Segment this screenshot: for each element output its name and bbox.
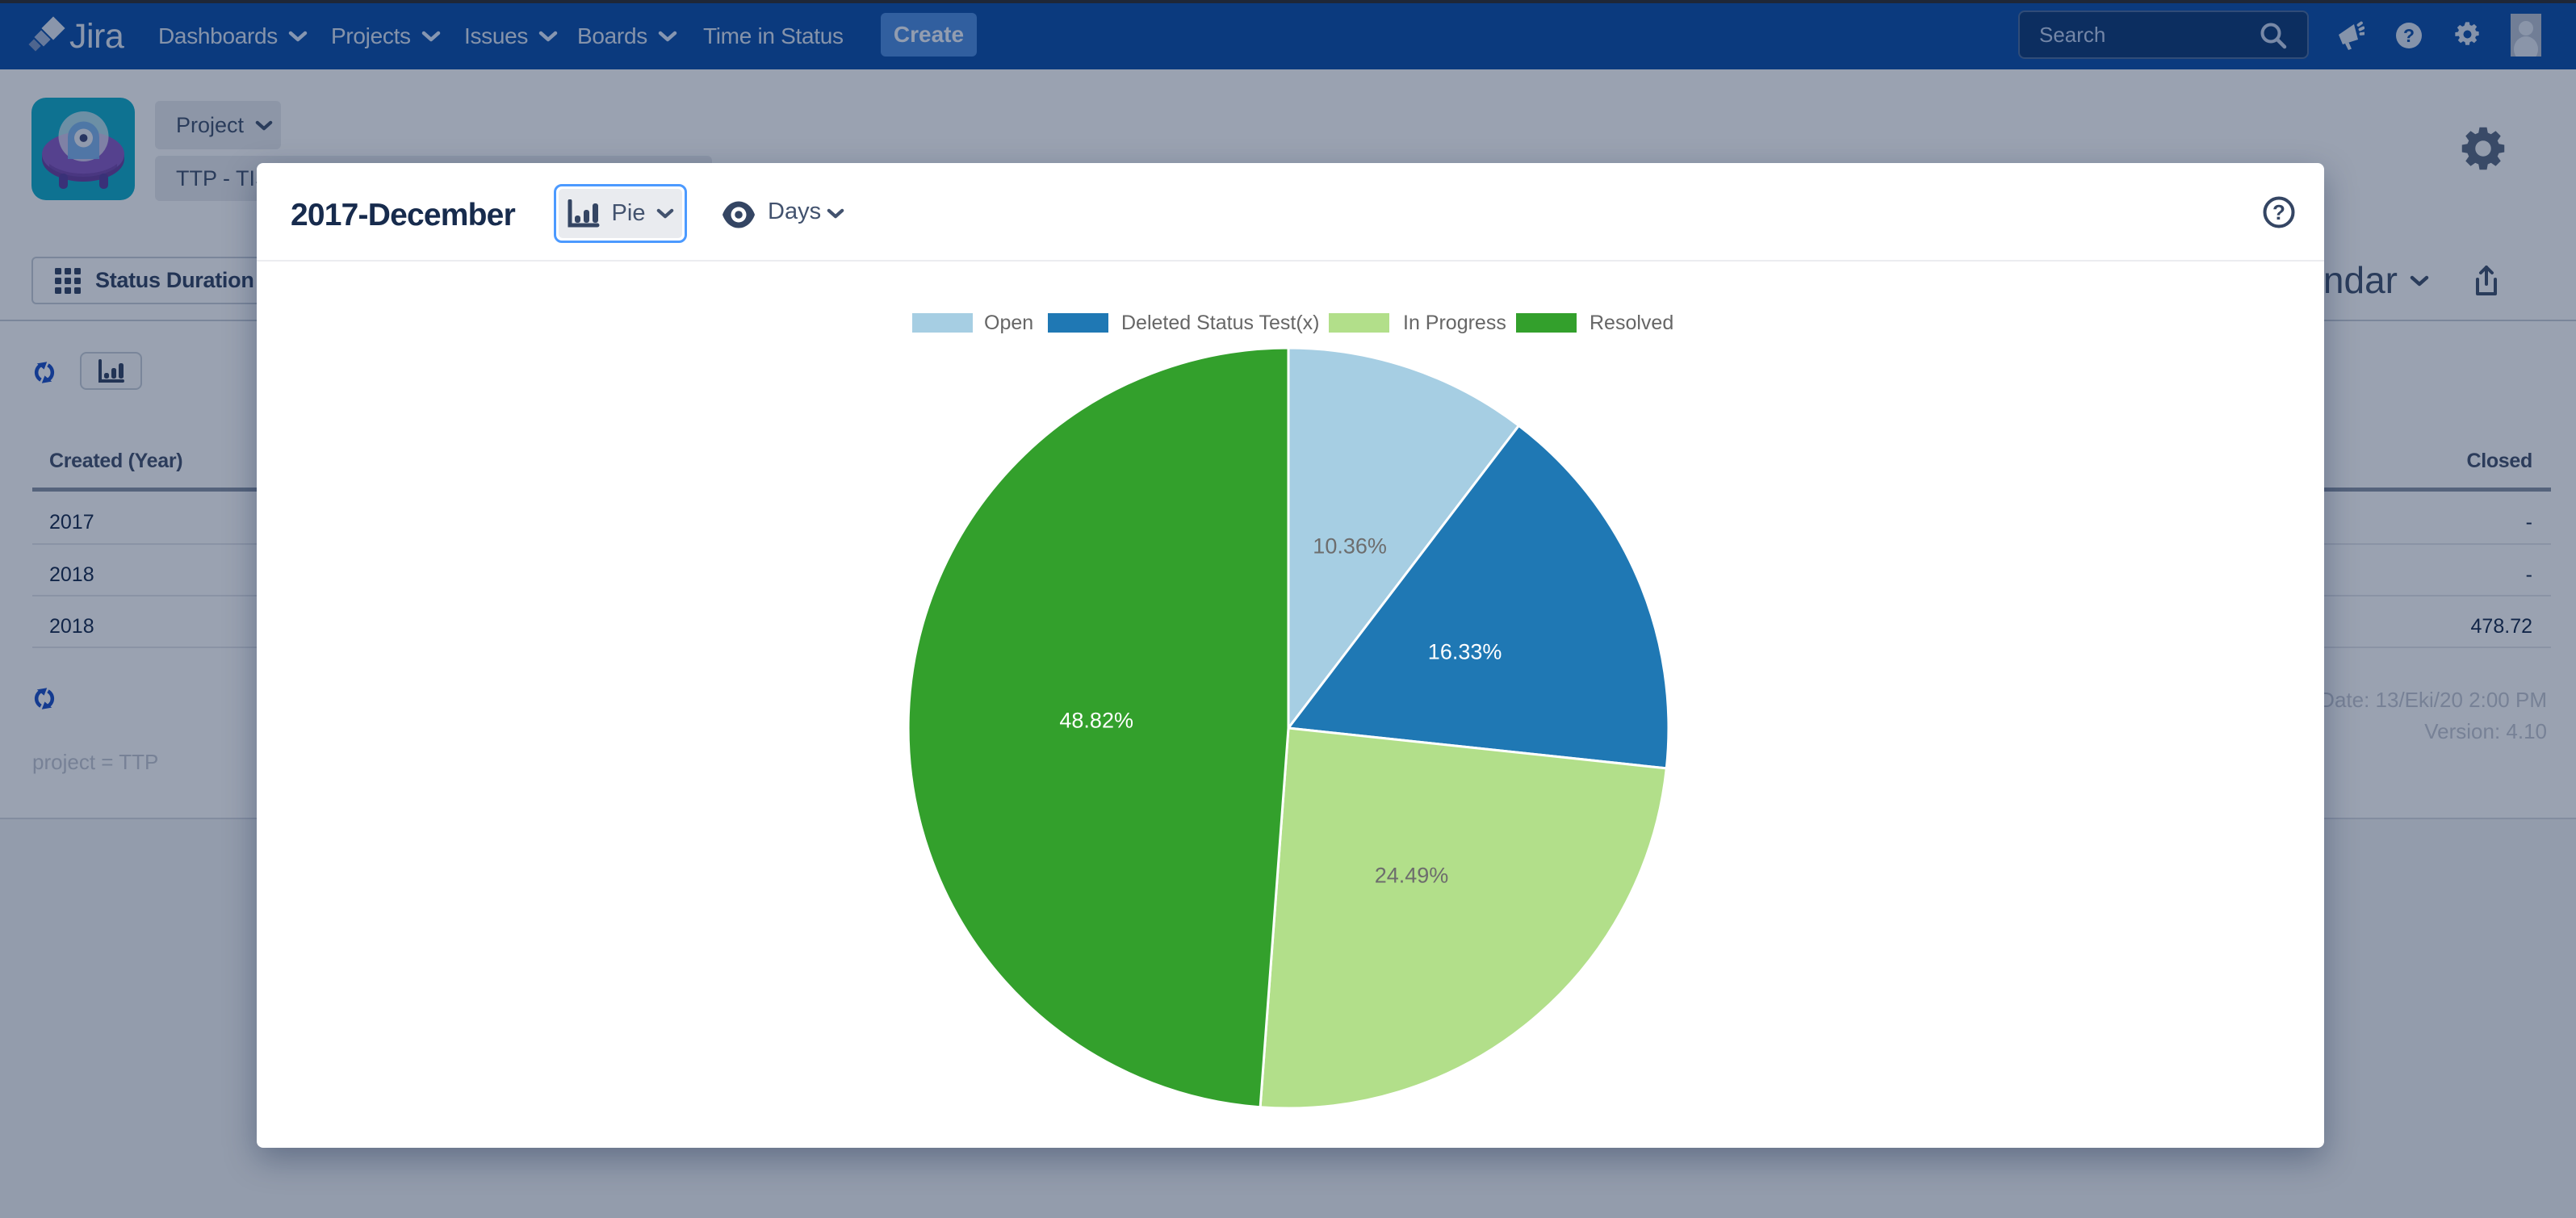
svg-text:?: ? bbox=[2403, 25, 2415, 46]
svg-text:?: ? bbox=[2272, 200, 2285, 224]
